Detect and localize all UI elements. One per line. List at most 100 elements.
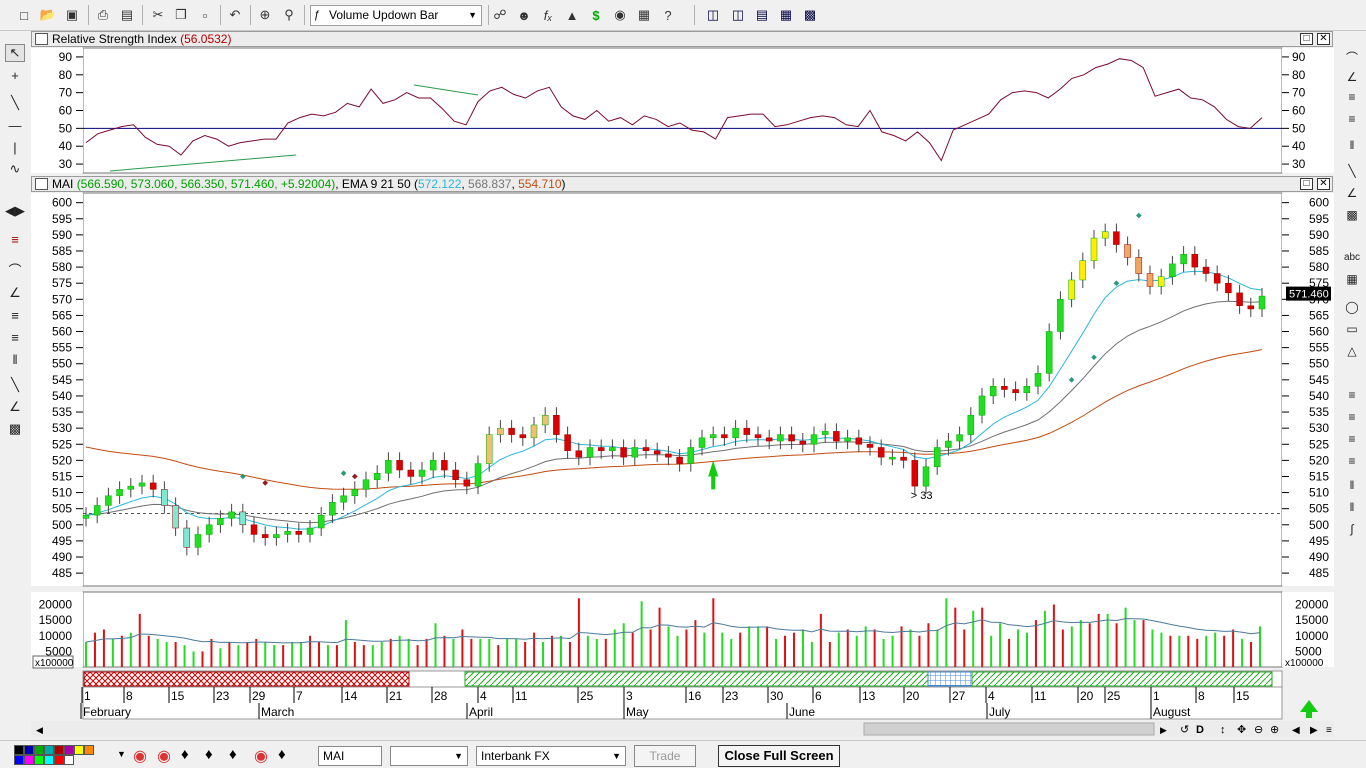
cascade-icon[interactable]: ◫: [706, 7, 720, 22]
save-icon[interactable]: ▣: [65, 7, 79, 22]
print-icon[interactable]: ⎙: [97, 7, 109, 22]
fibonacci-icon[interactable]: ≡: [11, 307, 19, 323]
indicator-builder-icon[interactable]: ☍: [493, 7, 507, 22]
cycle-lines-icon[interactable]: ‖: [1349, 138, 1355, 152]
price-plot-area[interactable]: [82, 192, 1283, 587]
indicator-select[interactable]: ƒ Volume Updown Bar ▼: [310, 5, 482, 26]
crosshair-icon[interactable]: ⊕: [259, 7, 271, 22]
dollar-icon[interactable]: $: [592, 7, 600, 23]
arc-icon[interactable]: ⌒: [8, 262, 22, 278]
maximize-icon[interactable]: □: [1300, 178, 1313, 190]
fibonacci-icon[interactable]: ≡: [1348, 388, 1356, 402]
text-tool-icon[interactable]: abc: [1343, 251, 1361, 263]
horizontal-line-icon[interactable]: —: [8, 117, 22, 133]
gann-fan-icon[interactable]: ∠: [9, 399, 21, 414]
data-source-select[interactable]: Interbank FX ▼: [476, 746, 626, 766]
wave-icon[interactable]: ∫: [1350, 522, 1354, 536]
zoom-icon[interactable]: ⚲: [284, 7, 294, 22]
channel-icon[interactable]: ≡: [1348, 90, 1356, 104]
menu-icon[interactable]: ≡: [1326, 725, 1332, 736]
prev-bar-icon[interactable]: ◀: [1292, 725, 1300, 736]
gann-fan-icon[interactable]: ∠: [1346, 186, 1358, 200]
rsi-plot-area[interactable]: [82, 47, 1283, 174]
zoom-plus-icon[interactable]: ⊕: [1270, 724, 1279, 736]
new-file-icon[interactable]: □: [20, 7, 28, 23]
grid-tool-icon[interactable]: ▩: [1346, 208, 1358, 222]
grid-tool-icon[interactable]: ▩: [8, 421, 22, 436]
trendline-icon[interactable]: ╲: [11, 95, 19, 110]
trade-icon[interactable]: ▲: [565, 7, 579, 23]
zoom-out-icon[interactable]: ⊖: [1254, 724, 1263, 736]
browser-icon[interactable]: ◉: [254, 748, 268, 765]
expert-icon[interactable]: ☻: [517, 7, 531, 23]
parallel-lines-icon[interactable]: ‖: [1349, 500, 1355, 514]
maximize-icon[interactable]: □: [1300, 33, 1313, 45]
candle: [788, 434, 795, 442]
next-bar-icon[interactable]: ▶: [1310, 725, 1318, 736]
help-icon[interactable]: ?: [664, 7, 672, 23]
layout-icon[interactable]: ▩: [803, 7, 817, 22]
arrow-up-icon[interactable]: [1300, 700, 1318, 718]
paste-icon[interactable]: ▫: [202, 7, 208, 23]
formula-icon[interactable]: fₓ: [543, 7, 553, 23]
explorer-icon[interactable]: ▦: [637, 7, 651, 22]
ellipse-icon[interactable]: ◯: [1345, 300, 1359, 314]
date-axis[interactable]: [82, 686, 1283, 720]
bulls-icon[interactable]: ♦: [205, 746, 213, 763]
binoculars-icon[interactable]: ◉: [614, 7, 626, 22]
pointer-icon[interactable]: ↖: [5, 44, 25, 62]
triangle-icon[interactable]: △: [1347, 344, 1357, 358]
rsi-tick-label: 30: [59, 157, 73, 171]
scroll-left-icon[interactable]: ◀: [36, 725, 43, 735]
fib-fan-icon[interactable]: ≡: [1348, 432, 1356, 446]
bulls-icon[interactable]: ♦: [229, 746, 237, 763]
close-icon[interactable]: ✕: [1317, 178, 1330, 190]
channel-icon[interactable]: ≡: [11, 231, 19, 247]
time-zones-icon[interactable]: ≡: [1348, 454, 1356, 468]
period-select[interactable]: ▼: [390, 746, 468, 766]
move-icon[interactable]: ✥: [1237, 724, 1246, 736]
cut-icon[interactable]: ✂: [152, 7, 164, 22]
daily-icon[interactable]: D: [1196, 724, 1204, 736]
speed-lines-icon[interactable]: ≡: [1348, 410, 1356, 424]
undo-icon[interactable]: ↶: [229, 7, 241, 22]
retracement-icon[interactable]: ≡: [1348, 112, 1356, 126]
candle: [676, 456, 683, 464]
close-icon[interactable]: ✕: [1317, 33, 1330, 45]
volume-plot-area[interactable]: [82, 591, 1283, 668]
tile-vertical-icon[interactable]: ◫: [731, 7, 745, 22]
zoom-in-icon[interactable]: ↺: [1180, 724, 1189, 736]
scroll-right-icon[interactable]: ▶: [1160, 725, 1167, 735]
line-tool-icon[interactable]: ╲: [1348, 164, 1356, 178]
fan-icon[interactable]: ∠: [9, 285, 21, 300]
crosshair-tool-icon[interactable]: +: [11, 67, 19, 83]
print-preview-icon[interactable]: ▤: [120, 7, 134, 22]
tile-grid-icon[interactable]: ▦: [779, 7, 793, 22]
cycle-lines-icon[interactable]: ‖: [12, 351, 18, 367]
bulls-icon[interactable]: ♦: [278, 746, 286, 763]
vertical-zoom-icon[interactable]: ↕: [1220, 724, 1226, 736]
scrollbar-thumb[interactable]: [863, 722, 1155, 736]
rectangle-icon[interactable]: ▭: [1346, 322, 1358, 336]
cycle-icon[interactable]: ∿: [9, 161, 21, 176]
scroll-icon[interactable]: ◀▶: [5, 203, 25, 218]
chevron-down-icon[interactable]: ▼: [117, 749, 126, 759]
vertical-line-icon[interactable]: |: [13, 139, 17, 155]
fan-icon[interactable]: ∠: [1346, 70, 1358, 84]
trade-button[interactable]: Trade: [634, 745, 696, 767]
symbol-field[interactable]: MAI: [318, 746, 382, 766]
line-tool-icon[interactable]: ╲: [11, 377, 19, 392]
table-icon[interactable]: ▦: [1346, 272, 1358, 286]
browser-icon[interactable]: ◉: [133, 748, 147, 765]
tile-horizontal-icon[interactable]: ▤: [755, 7, 769, 22]
browser-icon[interactable]: ◉: [157, 748, 171, 765]
copy-icon[interactable]: ❐: [175, 7, 187, 22]
retracement-icon[interactable]: ≡: [11, 329, 19, 345]
color-palette[interactable]: [14, 745, 98, 765]
vertical-lines-icon[interactable]: ‖: [1349, 478, 1355, 492]
arc-icon[interactable]: ⌒: [1345, 50, 1358, 65]
chart-area[interactable]: 90 90 80 80 70 70 60 60 50 50 40 40 30 30 600 600 595 59…: [0, 0, 1366, 740]
close-full-screen-button[interactable]: Close Full Screen: [718, 745, 840, 767]
bulls-icon[interactable]: ♦: [181, 746, 189, 763]
open-file-icon[interactable]: 📂: [39, 7, 57, 22]
